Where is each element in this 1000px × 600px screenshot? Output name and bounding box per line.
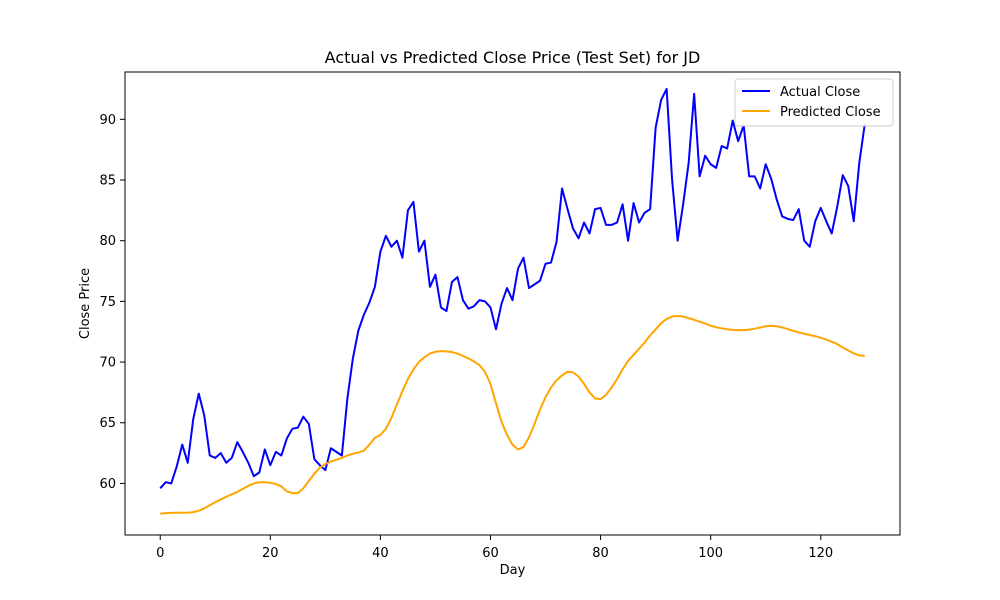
- series-layer: [159, 87, 866, 515]
- x-tick-label: 20: [262, 546, 279, 561]
- y-axis-ticks: 60 65 70 75 80 85 90: [99, 113, 125, 492]
- x-axis-label: Day: [500, 563, 526, 578]
- y-tick-label: 85: [99, 174, 116, 189]
- series-line-actual-close: [159, 87, 866, 489]
- plot-frame: [124, 71, 901, 536]
- y-tick-label: 70: [99, 356, 116, 371]
- y-tick-label: 90: [99, 113, 116, 128]
- x-tick-label: 100: [698, 546, 723, 561]
- x-tick-label: 40: [372, 546, 389, 561]
- x-tick-label: 80: [592, 546, 609, 561]
- y-tick-label: 65: [99, 416, 116, 431]
- legend-label-actual: Actual Close: [780, 85, 860, 100]
- legend: Actual Close Predicted Close: [734, 78, 894, 127]
- y-tick-label: 80: [99, 234, 116, 249]
- x-tick-label: 60: [482, 546, 499, 561]
- x-tick-label: 120: [808, 546, 833, 561]
- legend-label-predicted: Predicted Close: [780, 105, 881, 120]
- y-tick-label: 75: [99, 295, 116, 310]
- chart-title: Actual vs Predicted Close Price (Test Se…: [325, 48, 701, 67]
- x-tick-label: 0: [156, 546, 164, 561]
- y-tick-label: 60: [99, 477, 116, 492]
- series-line-predicted-close: [160, 314, 865, 515]
- y-axis-label: Close Price: [78, 268, 93, 339]
- legend-box: [734, 78, 894, 127]
- x-axis-ticks: 0 20 40 60 80 100 120: [156, 535, 833, 561]
